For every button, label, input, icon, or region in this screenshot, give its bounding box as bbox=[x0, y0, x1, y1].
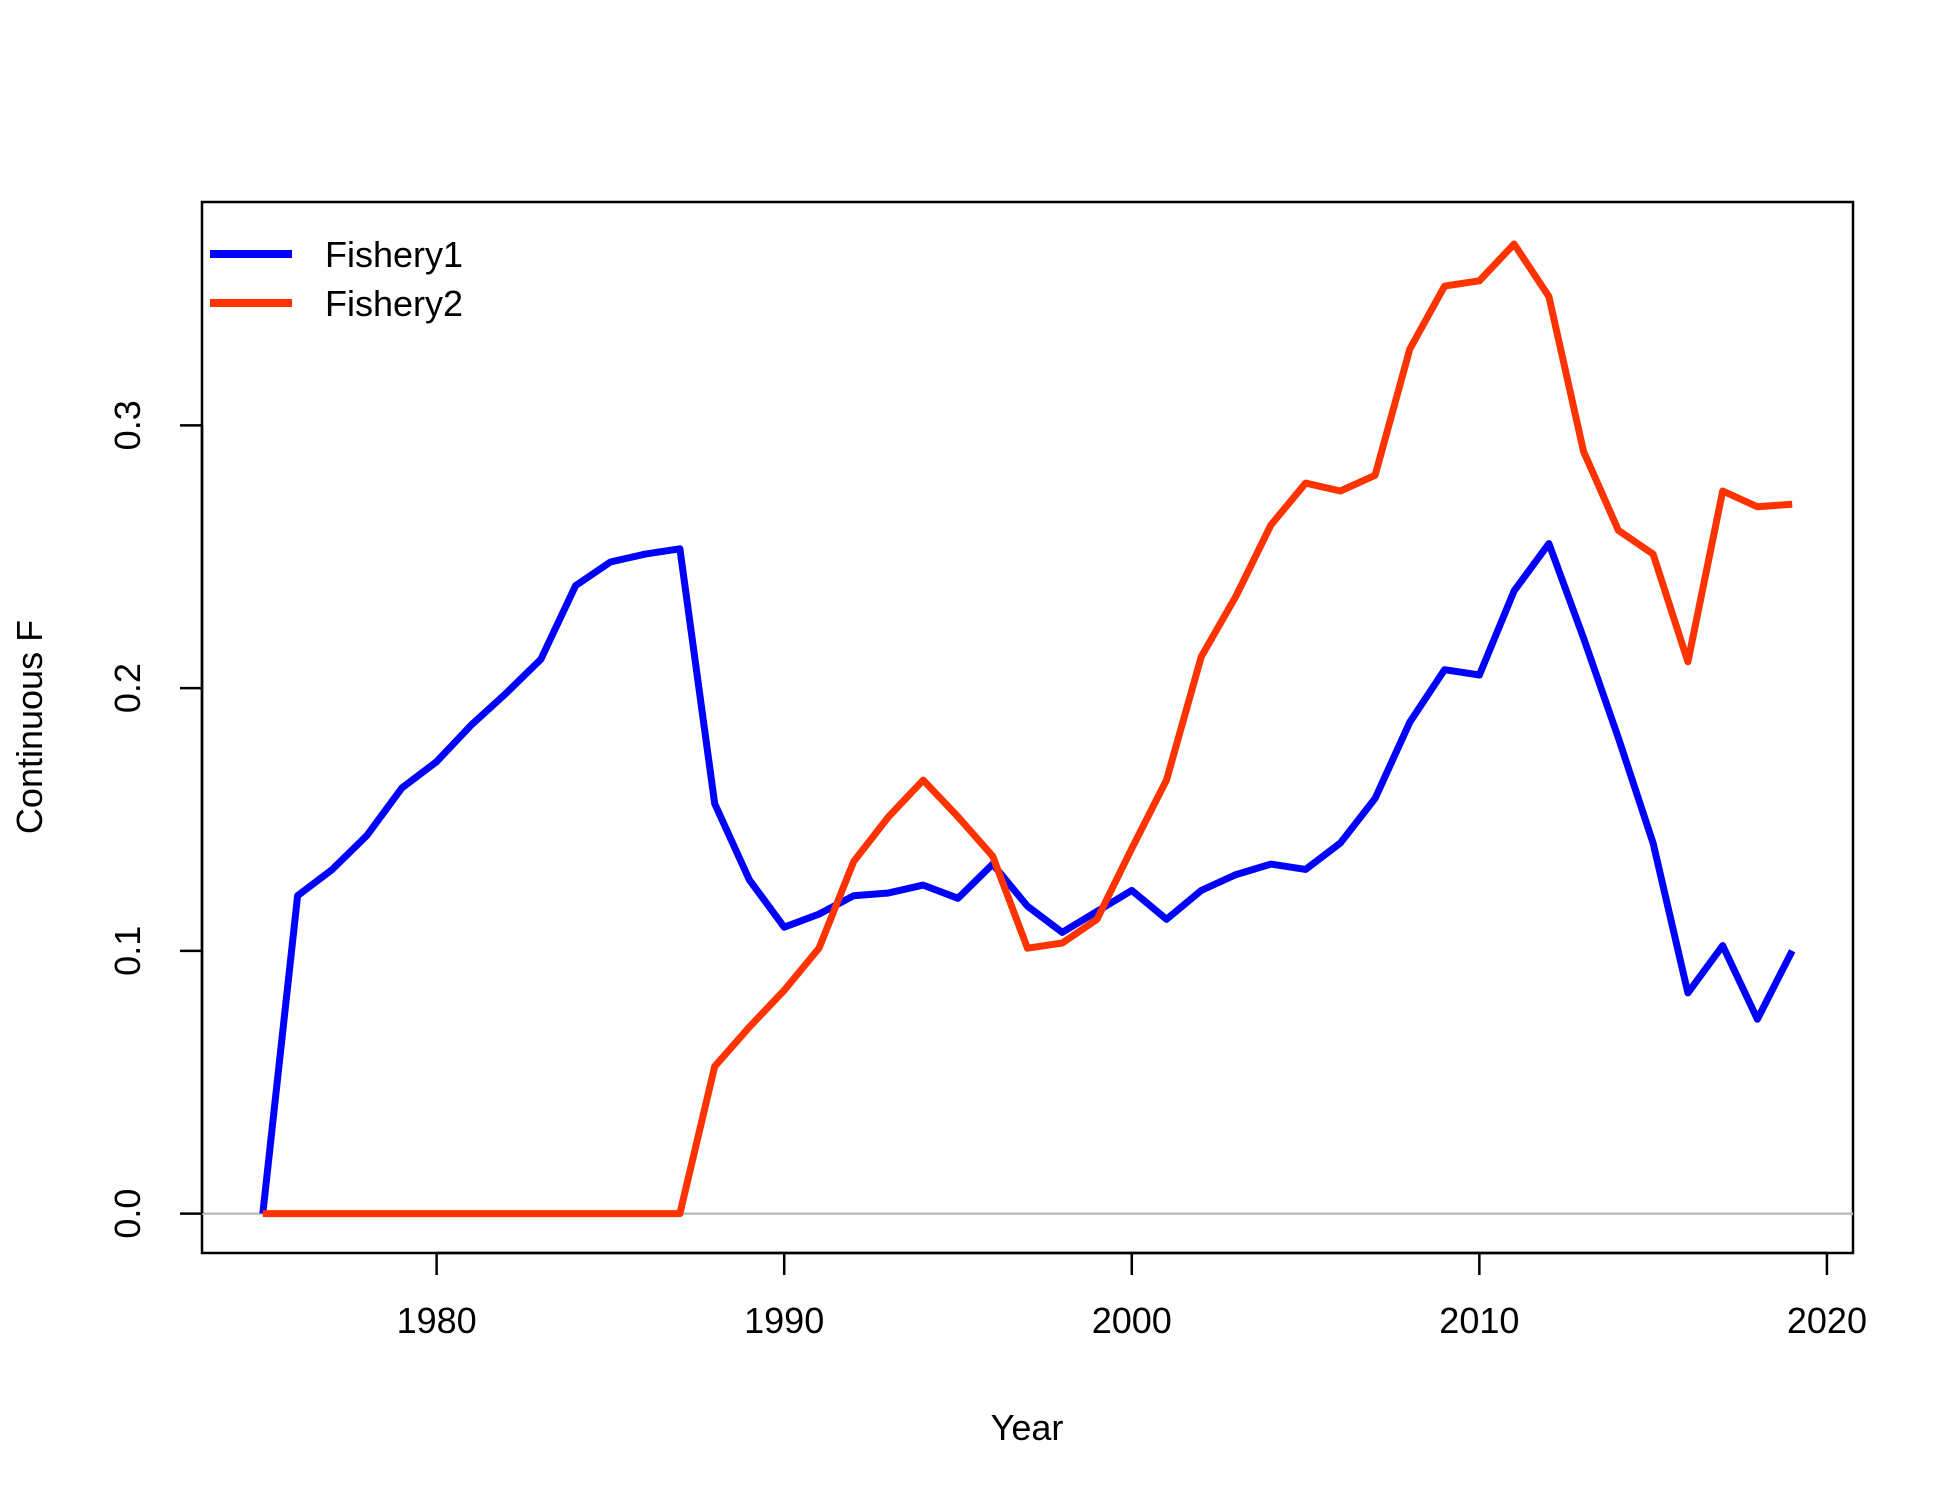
series-line-fishery1 bbox=[259, 540, 1796, 1214]
x-tick-label: 2020 bbox=[1787, 1300, 1867, 1341]
y-axis: 0.0 0.1 0.2 0.3 bbox=[107, 400, 204, 1239]
y-ticks: 0.0 0.1 0.2 0.3 bbox=[107, 400, 202, 1239]
x-axis-title: Year bbox=[991, 1407, 1064, 1448]
legend-label-fishery2: Fishery2 bbox=[325, 283, 463, 324]
legend: Fishery1 Fishery2 bbox=[210, 234, 463, 324]
y-tick-label: 0.0 bbox=[107, 1189, 148, 1239]
x-tick-label: 1990 bbox=[744, 1300, 824, 1341]
y-tick-label: 0.2 bbox=[107, 663, 148, 713]
legend-label-fishery1: Fishery1 bbox=[325, 234, 463, 275]
x-tick-label: 2000 bbox=[1092, 1300, 1172, 1341]
plot-frame bbox=[200, 200, 1855, 1255]
y-axis-title: Continuous F bbox=[9, 620, 50, 834]
x-tick-label: 1980 bbox=[397, 1300, 477, 1341]
series-line-fishery2 bbox=[262, 240, 1793, 1218]
y-tick-label: 0.3 bbox=[107, 400, 148, 450]
x-axis: 1980 1990 2000 2010 2020 bbox=[397, 1251, 1867, 1341]
x-tick-label: 2010 bbox=[1439, 1300, 1519, 1341]
series-layer bbox=[259, 240, 1796, 1218]
y-tick-label: 0.1 bbox=[107, 926, 148, 976]
x-ticks: 1980 1990 2000 2010 2020 bbox=[397, 1253, 1867, 1341]
